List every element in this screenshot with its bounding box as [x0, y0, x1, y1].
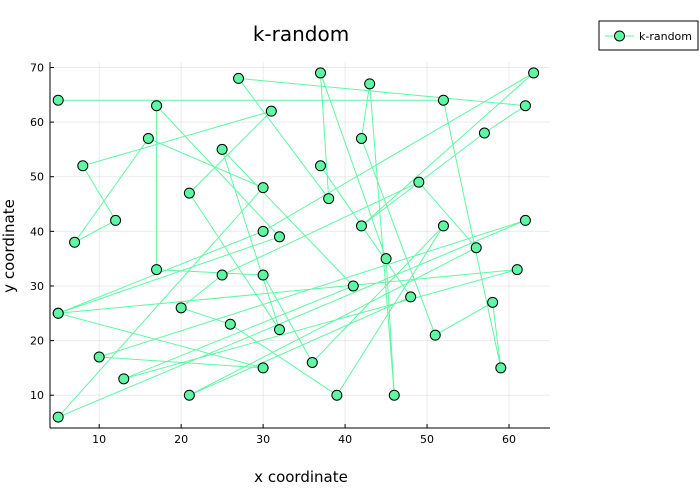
y-tick-label: 30	[30, 280, 44, 293]
data-point	[151, 264, 163, 276]
data-point	[93, 351, 105, 363]
data-point	[52, 411, 64, 423]
data-point	[265, 105, 277, 117]
series-layer	[52, 67, 540, 423]
data-point	[355, 220, 367, 232]
data-point	[364, 78, 376, 90]
x-tick-label: 50	[420, 433, 434, 446]
data-point	[257, 362, 269, 374]
chart-title: k-random	[253, 22, 349, 46]
legend-label: k-random	[639, 30, 692, 43]
data-point	[183, 389, 195, 401]
data-point	[77, 160, 89, 172]
data-point	[331, 389, 343, 401]
data-point	[388, 389, 400, 401]
data-point	[306, 356, 318, 368]
data-point	[224, 318, 236, 330]
data-point	[437, 220, 449, 232]
data-point	[216, 143, 228, 155]
data-point	[274, 231, 286, 243]
x-axis-label: x coordinate	[254, 468, 348, 486]
x-tick-label: 40	[338, 433, 352, 446]
legend-marker	[614, 30, 625, 42]
y-tick-label: 50	[30, 171, 44, 184]
y-axis-label: y coordinate	[0, 199, 18, 293]
data-point	[528, 67, 540, 79]
x-tick-label: 20	[174, 433, 188, 446]
data-point	[487, 296, 499, 308]
y-tick-label: 70	[30, 61, 44, 74]
data-point	[355, 132, 367, 144]
data-point	[478, 127, 490, 139]
y-tick-label: 20	[30, 335, 44, 348]
data-point	[511, 264, 523, 276]
data-point	[495, 362, 507, 374]
x-tick-label: 10	[92, 433, 106, 446]
data-point	[151, 100, 163, 112]
data-point	[380, 253, 392, 265]
data-point	[183, 187, 195, 199]
y-tick-label: 60	[30, 116, 44, 129]
data-point	[69, 236, 81, 248]
data-point	[314, 67, 326, 79]
data-point	[519, 214, 531, 226]
data-point	[52, 307, 64, 319]
data-point	[323, 193, 335, 205]
data-point	[437, 94, 449, 106]
data-point	[314, 160, 326, 172]
axes	[49, 62, 550, 429]
data-point	[519, 100, 531, 112]
grid	[50, 62, 550, 428]
data-point	[347, 280, 359, 292]
series-line	[56, 72, 534, 418]
y-ticks: 10 20 30 40 50 60 70	[30, 61, 54, 402]
data-point	[175, 302, 187, 314]
data-point	[118, 373, 130, 385]
data-point	[470, 242, 482, 254]
data-point	[216, 269, 228, 281]
x-tick-label: 60	[502, 433, 516, 446]
data-point	[257, 225, 269, 237]
data-point	[52, 94, 64, 106]
y-tick-label: 10	[30, 389, 44, 402]
data-point	[233, 72, 245, 84]
x-tick-label: 30	[256, 433, 270, 446]
data-point	[429, 329, 441, 341]
data-point	[110, 214, 122, 226]
data-point	[257, 269, 269, 281]
data-point	[413, 176, 425, 188]
data-point	[257, 182, 269, 194]
data-point	[142, 132, 154, 144]
legend: k-random	[598, 20, 699, 51]
data-point	[405, 291, 417, 303]
x-ticks: 10 20 30 40 50 60	[92, 424, 516, 446]
y-tick-label: 40	[30, 225, 44, 238]
data-point	[274, 324, 286, 336]
